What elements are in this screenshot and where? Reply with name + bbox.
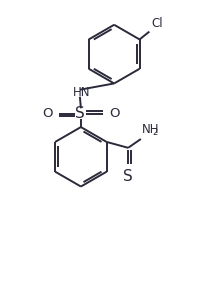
Text: Cl: Cl xyxy=(151,17,163,30)
Text: S: S xyxy=(75,106,85,121)
Text: O: O xyxy=(109,107,120,120)
Text: S: S xyxy=(123,169,133,184)
Text: O: O xyxy=(42,107,53,120)
Text: 2: 2 xyxy=(153,128,158,137)
Text: NH: NH xyxy=(142,123,159,136)
Text: HN: HN xyxy=(73,86,91,99)
